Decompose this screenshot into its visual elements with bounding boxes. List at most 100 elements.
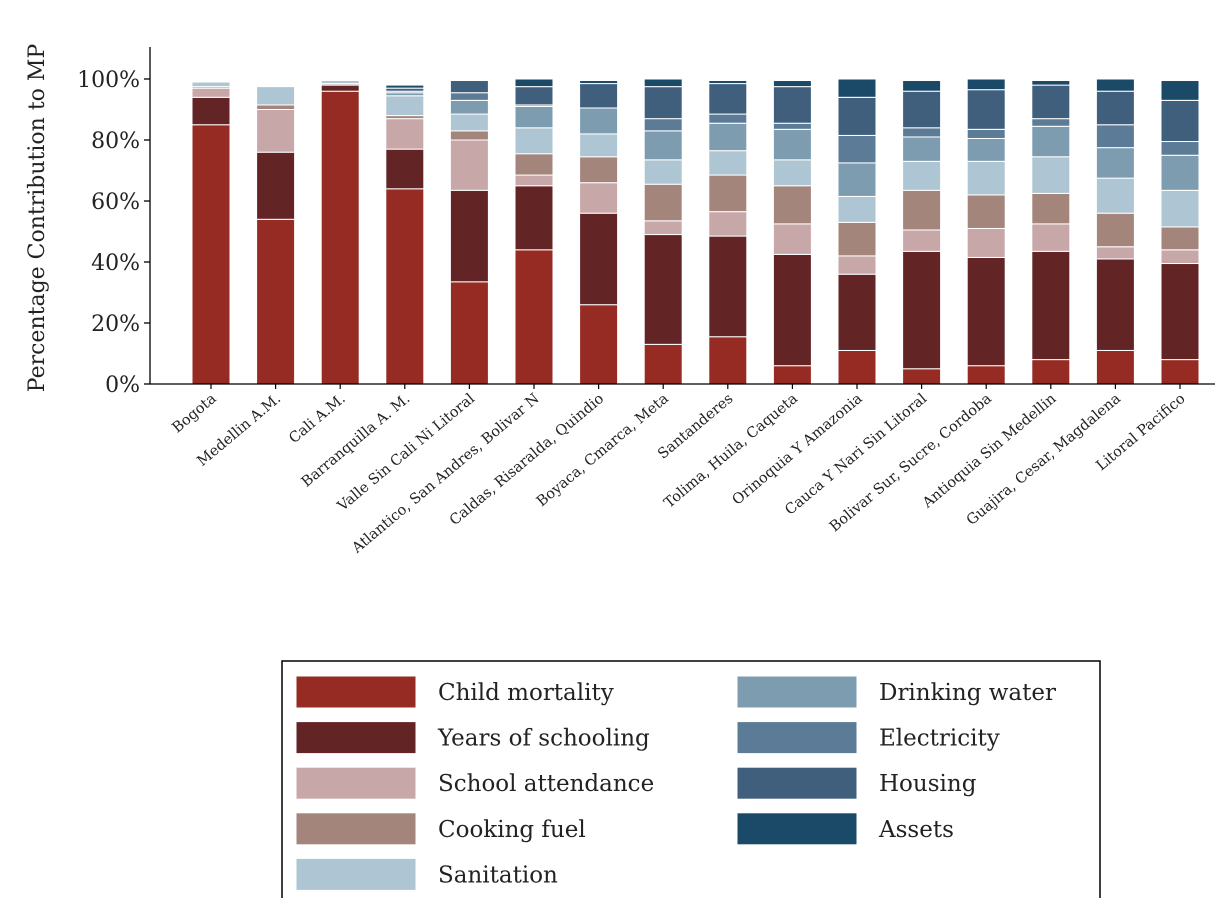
bar-segment-school-attendance-santanderes bbox=[708, 211, 748, 237]
bar-segment-housing-bolivar-sur-sucre-cordoba bbox=[966, 89, 1006, 130]
y-tick-label: 80% bbox=[91, 129, 140, 154]
bar-segment-housing-valle-sin-cali-ni-litoral bbox=[449, 80, 489, 94]
y-tick-label: 100% bbox=[77, 68, 140, 93]
bar-segment-assets-barranquilla-a-m bbox=[385, 84, 425, 89]
y-ticks-group: 0% 20% 40% 60% 80% 100% bbox=[77, 68, 150, 398]
x-tick-label: Boyaca, Cmarca, Meta bbox=[534, 391, 672, 511]
bars-group bbox=[191, 78, 1200, 385]
bar-segment-electricity-bolivar-sur-sucre-cordoba bbox=[966, 128, 1006, 139]
bar-segment-housing-litoral-pacifico bbox=[1160, 99, 1200, 143]
bar-segment-cooking-fuel-atlantico-san-andres-bolivar-n bbox=[514, 153, 554, 176]
legend-label-drinking-water: Drinking water bbox=[879, 680, 1056, 706]
y-tick-label: 20% bbox=[91, 312, 140, 337]
bar-segment-cooking-fuel-santanderes bbox=[708, 174, 748, 213]
x-tick-label: Bogota bbox=[170, 391, 220, 437]
bar-segment-assets-boyaca-cmarca-meta bbox=[643, 78, 683, 88]
bar-segment-years-of-schooling-guajira-cesar-magdalena bbox=[1095, 258, 1135, 351]
bar-segment-child-mortality-boyaca-cmarca-meta bbox=[643, 343, 683, 385]
bar-segment-child-mortality-medellin-a-m bbox=[256, 218, 296, 385]
bar-segment-sanitation-atlantico-san-andres-bolivar-n bbox=[514, 127, 554, 155]
bar-segment-years-of-schooling-bolivar-sur-sucre-cordoba bbox=[966, 256, 1006, 367]
bar-segment-electricity-cauca-y-nari-sin-litoral bbox=[902, 127, 942, 138]
bar-segment-cooking-fuel-antioquia-sin-medellin bbox=[1031, 192, 1071, 225]
bar-segment-child-mortality-santanderes bbox=[708, 336, 748, 385]
bar-segment-housing-boyaca-cmarca-meta bbox=[643, 86, 683, 120]
legend-swatch-school-attendance bbox=[295, 766, 417, 800]
bar-segment-years-of-schooling-atlantico-san-andres-bolivar-n bbox=[514, 185, 554, 251]
bar-segment-sanitation-cauca-y-nari-sin-litoral bbox=[902, 160, 942, 191]
x-tick-label: Tolima, Huila, Caqueta bbox=[661, 391, 801, 512]
bar-segment-sanitation-boyaca-cmarca-meta bbox=[643, 159, 683, 185]
bar-segment-sanitation-bolivar-sur-sucre-cordoba bbox=[966, 160, 1006, 196]
bar-segment-assets-santanderes bbox=[708, 80, 748, 85]
bar-segment-cooking-fuel-caldas-risaralda-quindio bbox=[579, 156, 619, 184]
bar-segment-cooking-fuel-medellin-a-m bbox=[256, 104, 296, 111]
bar-segment-school-attendance-medellin-a-m bbox=[256, 109, 296, 153]
legend-swatch-housing bbox=[736, 766, 858, 800]
bar-segment-school-attendance-caldas-risaralda-quindio bbox=[579, 182, 619, 214]
bar-segment-assets-cauca-y-nari-sin-litoral bbox=[902, 80, 942, 92]
x-tick-label: Antioquia Sin Medellin bbox=[919, 391, 1059, 512]
bar-segment-years-of-schooling-orinoquia-y-amazonia bbox=[837, 273, 877, 351]
x-tick-label: Cali A.M. bbox=[286, 391, 349, 447]
bar-segment-sanitation-barranquilla-a-m bbox=[385, 95, 425, 117]
bar-segment-assets-litoral-pacifico bbox=[1160, 80, 1200, 101]
bar-segment-sanitation-orinoquia-y-amazonia bbox=[837, 195, 877, 223]
legend-label-child-mortality: Child mortality bbox=[438, 680, 614, 706]
legend-swatch-child-mortality bbox=[295, 675, 417, 709]
bar-segment-drinking-water-cauca-y-nari-sin-litoral bbox=[902, 136, 942, 162]
bar-segment-child-mortality-orinoquia-y-amazonia bbox=[837, 349, 877, 385]
legend-swatch-cooking-fuel bbox=[295, 812, 417, 846]
bar-segment-cooking-fuel-cauca-y-nari-sin-litoral bbox=[902, 189, 942, 231]
bar-segment-drinking-water-orinoquia-y-amazonia bbox=[837, 162, 877, 197]
bar-segment-housing-orinoquia-y-amazonia bbox=[837, 96, 877, 136]
x-tick-label: Barranquilla A. M. bbox=[299, 391, 414, 491]
bar-segment-school-attendance-boyaca-cmarca-meta bbox=[643, 220, 683, 236]
bar-segment-cooking-fuel-valle-sin-cali-ni-litoral bbox=[449, 130, 489, 141]
bar-segment-years-of-schooling-medellin-a-m bbox=[256, 151, 296, 220]
bar-segment-child-mortality-bogota bbox=[191, 124, 231, 385]
bar-segment-child-mortality-atlantico-san-andres-bolivar-n bbox=[514, 249, 554, 385]
legend-label-assets: Assets bbox=[878, 817, 954, 843]
bar-segment-years-of-schooling-litoral-pacifico bbox=[1160, 263, 1200, 361]
bar-segment-sanitation-caldas-risaralda-quindio bbox=[579, 133, 619, 158]
bar-segment-cooking-fuel-guajira-cesar-magdalena bbox=[1095, 212, 1135, 248]
legend-swatch-assets bbox=[736, 812, 858, 846]
bar-segment-school-attendance-cauca-y-nari-sin-litoral bbox=[902, 229, 942, 252]
bar-segment-drinking-water-santanderes bbox=[708, 122, 748, 152]
bar-segment-school-attendance-atlantico-san-andres-bolivar-n bbox=[514, 174, 554, 187]
bar-segment-drinking-water-litoral-pacifico bbox=[1160, 154, 1200, 191]
bar-segment-sanitation-valle-sin-cali-ni-litoral bbox=[449, 113, 489, 132]
axes-group bbox=[149, 47, 1215, 385]
bar-segment-assets-tolima-huila-caqueta bbox=[772, 80, 812, 88]
bar-segment-child-mortality-valle-sin-cali-ni-litoral bbox=[449, 281, 489, 385]
bar-segment-child-mortality-guajira-cesar-magdalena bbox=[1095, 349, 1135, 385]
bar-segment-school-attendance-orinoquia-y-amazonia bbox=[837, 255, 877, 275]
bar-segment-years-of-schooling-cauca-y-nari-sin-litoral bbox=[902, 250, 942, 370]
legend-swatch-years-of-schooling bbox=[295, 721, 417, 755]
bar-segment-housing-santanderes bbox=[708, 83, 748, 115]
bar-segment-housing-cauca-y-nari-sin-litoral bbox=[902, 90, 942, 129]
bar-segment-years-of-schooling-caldas-risaralda-quindio bbox=[579, 212, 619, 306]
bar-segment-child-mortality-bolivar-sur-sucre-cordoba bbox=[966, 365, 1006, 385]
bar-segment-child-mortality-cali-a-m bbox=[320, 90, 360, 385]
y-axis-label: Percentage Contribution to MP bbox=[25, 44, 50, 393]
bar-segment-years-of-schooling-bogota bbox=[191, 96, 231, 126]
bar-segment-school-attendance-guajira-cesar-magdalena bbox=[1095, 246, 1135, 260]
bar-segment-drinking-water-boyaca-cmarca-meta bbox=[643, 130, 683, 161]
bar-segment-electricity-santanderes bbox=[708, 113, 748, 124]
bar-segment-electricity-valle-sin-cali-ni-litoral bbox=[449, 92, 489, 101]
bar-segment-years-of-schooling-boyaca-cmarca-meta bbox=[643, 234, 683, 345]
bar-segment-assets-atlantico-san-andres-bolivar-n bbox=[514, 78, 554, 88]
bar-segment-drinking-water-tolima-huila-caqueta bbox=[772, 128, 812, 161]
bar-segment-electricity-tolima-huila-caqueta bbox=[772, 122, 812, 130]
bar-segment-sanitation-tolima-huila-caqueta bbox=[772, 159, 812, 187]
bar-segment-cooking-fuel-boyaca-cmarca-meta bbox=[643, 183, 683, 222]
bar-segment-sanitation-antioquia-sin-medellin bbox=[1031, 156, 1071, 194]
bar-segment-school-attendance-bolivar-sur-sucre-cordoba bbox=[966, 227, 1006, 258]
bar-segment-years-of-schooling-tolima-huila-caqueta bbox=[772, 253, 812, 367]
bar-segment-housing-tolima-huila-caqueta bbox=[772, 86, 812, 124]
bar-segment-sanitation-bogota bbox=[191, 81, 231, 88]
bar-segment-electricity-litoral-pacifico bbox=[1160, 141, 1200, 156]
bar-segment-cooking-fuel-tolima-huila-caqueta bbox=[772, 185, 812, 225]
